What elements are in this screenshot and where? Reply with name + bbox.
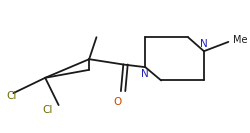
Text: O: O [114, 97, 122, 107]
Text: N: N [200, 39, 208, 49]
Text: N: N [142, 69, 149, 79]
Text: Me: Me [233, 35, 248, 45]
Text: Cl: Cl [43, 105, 53, 115]
Text: Cl: Cl [6, 91, 16, 101]
